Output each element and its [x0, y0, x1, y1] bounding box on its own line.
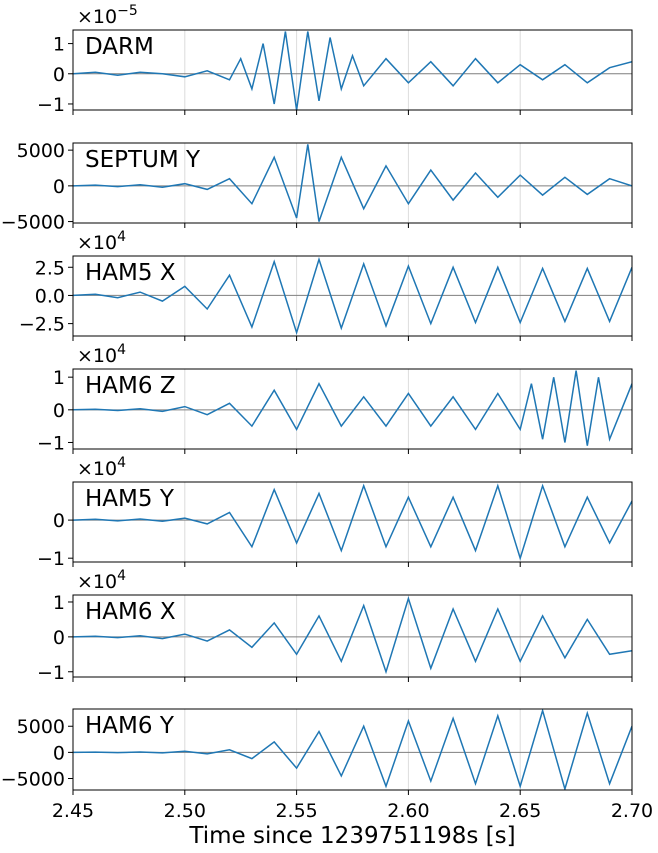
- axes-frame: [72, 368, 633, 450]
- exponent-label: ×104: [77, 568, 126, 593]
- y-tick-label: −1: [37, 662, 65, 684]
- y-tick-label: −1: [37, 94, 65, 116]
- y-tick-label: −1: [37, 432, 65, 454]
- series-line: [73, 595, 632, 675]
- y-tick-label: 0: [53, 510, 65, 532]
- y-tick-label: −5000: [1, 212, 65, 234]
- axes-frame: [72, 708, 633, 791]
- exponent-label: ×104: [77, 342, 126, 367]
- panel-label: HAM5 Y: [85, 486, 175, 512]
- y-tick-label: 0: [53, 627, 65, 649]
- y-tick-label: 5000: [17, 140, 65, 162]
- panel-ham6-z: −1 0 1 ×104 HAM6 Z: [37, 342, 633, 454]
- x-tick-label: 2.65: [499, 800, 541, 822]
- series-line: [73, 31, 632, 110]
- panel-label: HAM6 Z: [85, 373, 176, 399]
- series-line: [73, 483, 632, 561]
- y-tick-label: 0: [53, 400, 65, 422]
- panel-darm: −1 0 1 ×10−5 DARM: [37, 3, 633, 116]
- x-tick-label: 2.70: [611, 800, 653, 822]
- exponent-label: ×104: [77, 229, 126, 254]
- y-tick-label: 5000: [17, 716, 65, 738]
- y-tick-label: 1: [53, 367, 65, 389]
- axes-frame: [72, 255, 633, 337]
- y-tick-label: 1: [53, 34, 65, 56]
- panel-ham5-y: −1 0 ×104 HAM5 Y: [37, 455, 633, 570]
- panel-label: HAM6 Y: [85, 713, 175, 739]
- panel-label: DARM: [85, 34, 154, 60]
- panel-label: SEPTUM Y: [85, 147, 201, 173]
- x-tick-label: 2.50: [164, 800, 206, 822]
- panel-label: HAM5 X: [85, 260, 176, 286]
- exponent-label: ×104: [77, 455, 126, 480]
- y-tick-label: −2.5: [19, 314, 65, 336]
- exponent-label: ×10−5: [77, 3, 138, 28]
- axes-frame: [72, 29, 633, 111]
- series-line: [73, 370, 632, 446]
- y-tick-label: −1: [37, 548, 65, 570]
- x-axis-label: Time since 1239751198s [s]: [188, 823, 515, 849]
- y-tick-label: 0: [53, 742, 65, 764]
- y-tick-label: −5000: [1, 769, 65, 791]
- y-tick-label: 2.5: [35, 257, 65, 279]
- panel-ham5-x: −2.5 0.0 2.5 ×104 HAM5 X: [19, 229, 633, 341]
- y-tick-label: 1: [53, 592, 65, 614]
- axes-frame: [72, 142, 633, 224]
- axes-frame: [72, 594, 633, 678]
- y-tick-label: 0: [53, 176, 65, 198]
- y-tick-label: 0: [53, 64, 65, 86]
- series-line: [73, 709, 632, 790]
- y-tick-label: 0.0: [35, 285, 65, 307]
- x-tick-label: 2.55: [275, 800, 317, 822]
- x-tick-label: 2.60: [387, 800, 429, 822]
- series-line: [73, 144, 632, 222]
- panel-label: HAM6 X: [85, 599, 176, 625]
- panel-ham6-x: −1 0 1 ×104 HAM6 X: [37, 568, 633, 684]
- series-line: [73, 256, 632, 336]
- x-tick-label: 2.45: [52, 800, 94, 822]
- axes-frame: [72, 481, 633, 563]
- panel-ham6-y: −5000 0 5000 HAM6 Y 2.45 2.50 2.55 2.60 2.65 2.70: [1, 708, 653, 822]
- panel-septum-y: −5000 0 5000 SEPTUM Y: [1, 140, 633, 234]
